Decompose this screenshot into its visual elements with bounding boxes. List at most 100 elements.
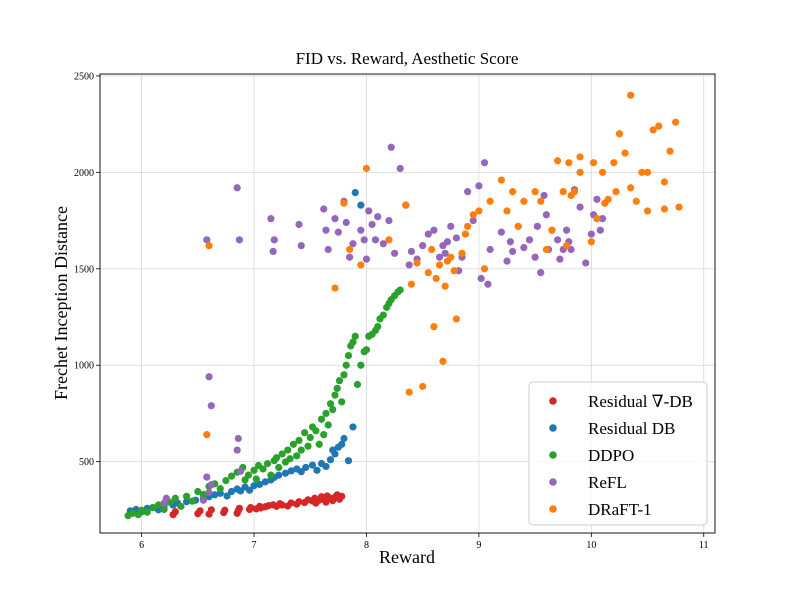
data-point [129,509,137,517]
data-point [537,269,545,277]
data-point [216,485,224,493]
data-point [643,207,652,215]
data-point [565,159,573,167]
data-point [203,431,211,439]
data-point [331,215,339,223]
x-axis-label: Reward [379,547,435,567]
data-point [349,338,357,346]
data-point [234,434,242,443]
data-point [259,465,267,473]
data-point [194,487,202,496]
data-point [286,455,294,463]
data-point [171,494,179,502]
data-point [419,242,427,250]
data-point [293,452,301,460]
data-point [320,431,328,439]
data-point [469,216,477,225]
data-point [247,503,255,512]
data-points [124,91,683,520]
data-point [675,203,683,211]
data-point [497,176,505,184]
data-point [235,504,244,512]
data-point [160,505,168,514]
x-tick-label: 7 [252,540,257,551]
data-point [306,433,314,442]
data-point [250,482,258,490]
data-point [520,243,528,252]
data-point [480,265,489,273]
data-point [335,377,344,385]
data-point [503,257,511,265]
y-tick-label: 1000 [74,361,94,372]
legend-label: ReFL [588,473,627,492]
data-point [464,188,472,196]
data-point [553,236,562,244]
data-point [387,143,395,151]
data-point [333,384,341,392]
grid-lines [100,74,715,533]
data-point [424,269,432,277]
data-point [655,122,663,130]
data-point [233,446,241,454]
data-point [390,249,399,257]
plot-frame [99,73,716,534]
data-point [368,220,376,229]
data-point [385,236,393,244]
data-point [452,234,461,242]
data-point [340,371,348,379]
data-point [660,205,669,213]
data-point [596,226,604,234]
data-point [295,498,303,506]
x-tick-label: 10 [586,540,596,551]
data-point [666,147,674,155]
data-point [182,492,191,500]
data-point [227,472,236,480]
data-point [548,226,556,234]
data-point [236,467,245,475]
data-point [177,502,185,510]
data-point [497,228,505,236]
data-point [227,487,236,496]
data-point [589,159,598,167]
data-point [162,494,170,502]
data-point [222,476,230,485]
data-point [576,153,584,161]
data-point [576,168,584,176]
data-point [278,450,286,458]
x-tick-label: 6 [139,540,144,551]
data-point [345,253,354,261]
data-point [342,218,350,227]
data-point [322,409,330,418]
data-point [435,261,444,269]
data-point [331,391,339,399]
data-point [203,473,211,481]
data-point [267,471,275,479]
data-point [447,222,455,230]
data-point [475,182,483,190]
data-point [223,492,231,500]
data-point [562,226,571,234]
data-point [351,189,359,197]
data-point [207,402,215,410]
data-point [379,311,387,319]
data-point [252,475,260,483]
data-point [320,205,328,213]
series-0 [169,491,346,519]
data-point [205,242,213,250]
legend-marker [549,505,557,513]
data-point [270,236,278,244]
data-point [627,184,635,192]
data-point [250,466,258,474]
legend-marker [549,424,557,432]
y-axis-label: Frechet Inception Distance [51,206,71,400]
data-point [233,184,241,192]
data-point [537,197,545,205]
data-point [340,199,348,207]
data-point [357,226,365,234]
data-point [407,280,416,288]
data-point [542,245,550,254]
data-point [520,197,528,205]
data-point [601,199,609,207]
data-point [374,213,382,221]
